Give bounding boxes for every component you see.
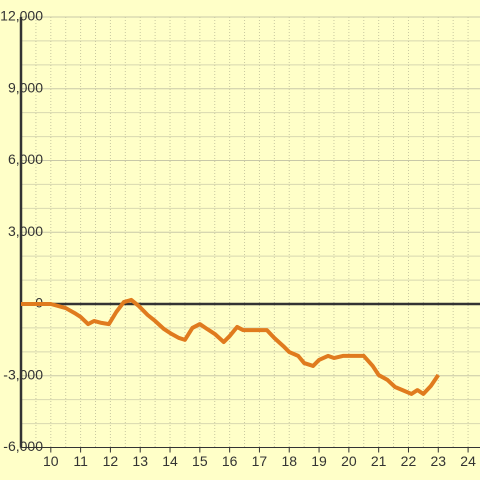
y-tick-label: 9,000 (8, 79, 43, 95)
x-tick-label: 19 (311, 453, 327, 469)
x-tick-label: 24 (460, 453, 476, 469)
x-tick-label: 17 (252, 453, 268, 469)
x-tick-label: 10 (43, 453, 59, 469)
x-tick-label: 22 (401, 453, 417, 469)
y-tick-label: 6,000 (8, 151, 43, 167)
x-tick-label: 12 (103, 453, 119, 469)
y-tick-label: 3,000 (8, 223, 43, 239)
x-tick-label: 13 (132, 453, 148, 469)
x-tick-label: 21 (371, 453, 387, 469)
data-line (21, 297, 440, 396)
y-tick-label: -3,000 (3, 366, 43, 382)
x-tick-label: 11 (73, 453, 88, 469)
x-tick-label: 20 (341, 453, 357, 469)
y-tick-label: -6,000 (3, 438, 43, 454)
x-tick-label: 15 (192, 453, 208, 469)
y-tick-label: 12,000 (0, 8, 43, 24)
x-tick-label: 14 (162, 453, 178, 469)
x-tick-label: 16 (222, 453, 238, 469)
x-tick-label: 23 (430, 453, 446, 469)
x-tick-label: 18 (281, 453, 297, 469)
